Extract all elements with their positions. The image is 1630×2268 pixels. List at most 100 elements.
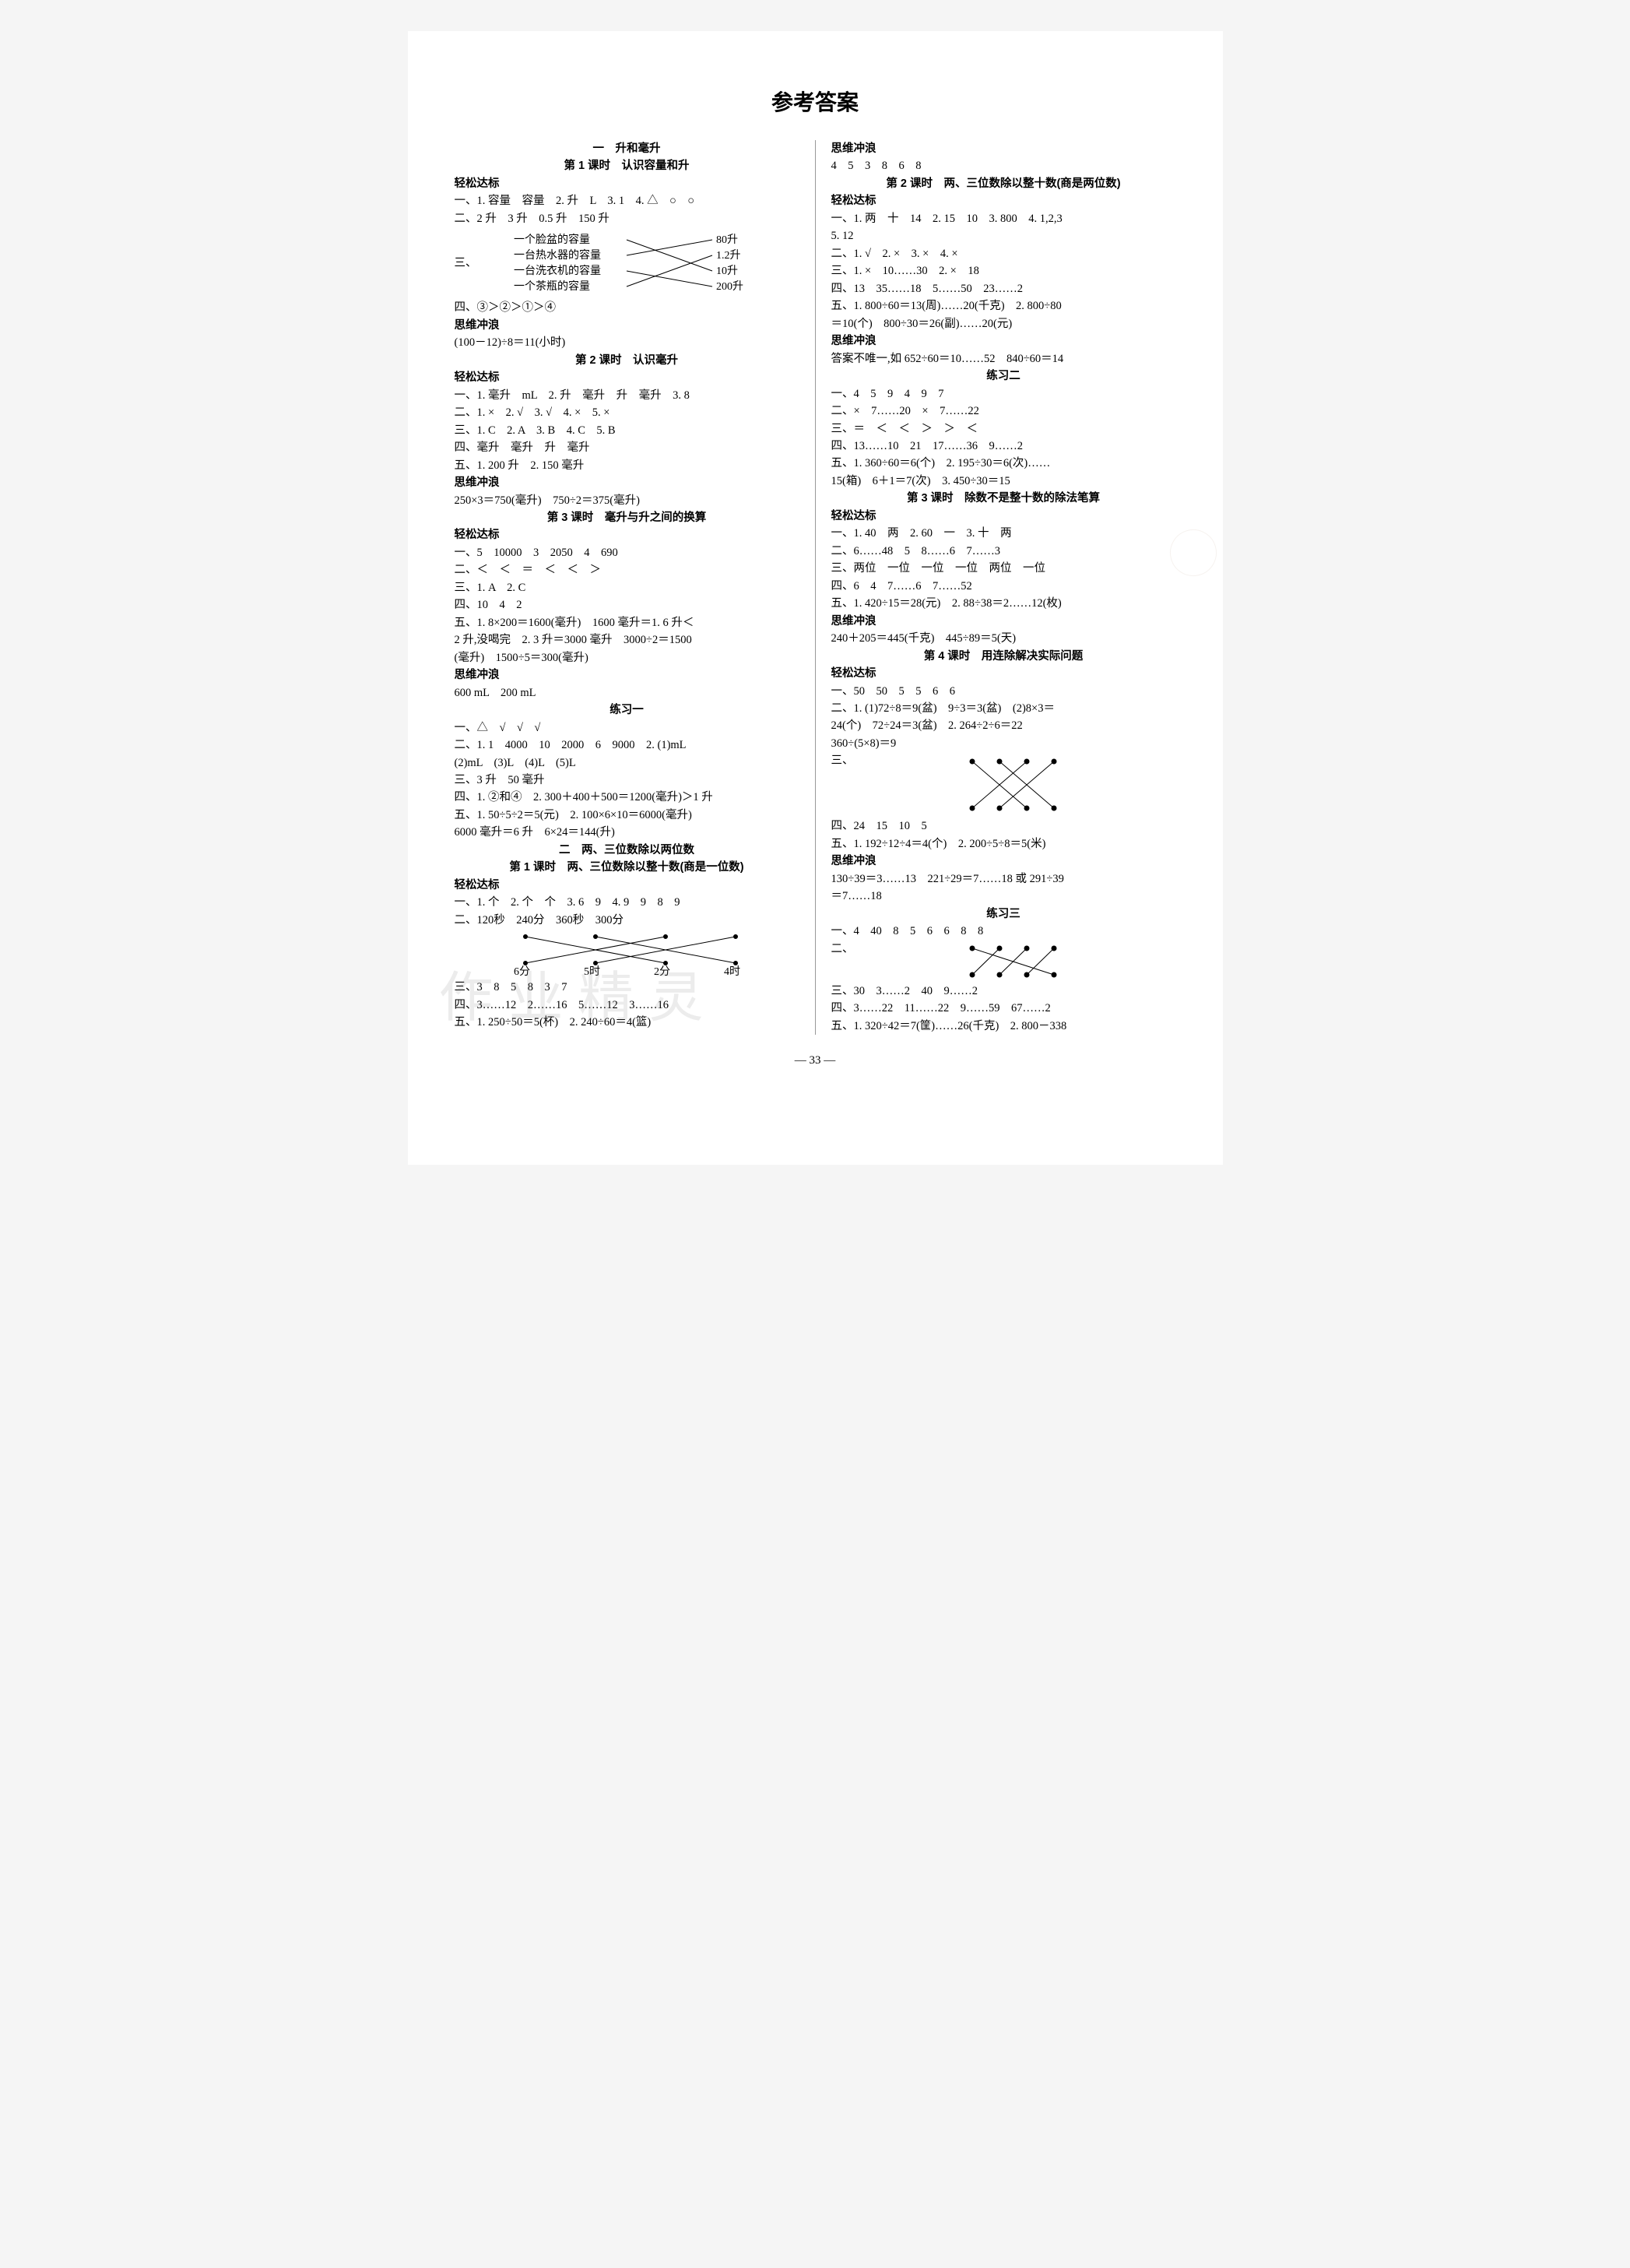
answer-line: ＝10(个) 800÷30＝26(副)……20(元) bbox=[831, 315, 1176, 332]
think-heading: 思维冲浪 bbox=[831, 613, 1176, 630]
answer-line: 三、1. C 2. A 3. B 4. C 5. B bbox=[455, 422, 799, 439]
match-bot-2: 2分 bbox=[654, 965, 670, 977]
exercise3-title: 练习三 bbox=[831, 905, 1176, 923]
answer-line: 五、1. 800÷60＝13(周)……20(千克) 2. 800÷80 bbox=[831, 297, 1176, 315]
answer-line: 四、13……10 21 17……36 9……2 bbox=[831, 438, 1176, 455]
answer-line: 三、 bbox=[831, 752, 854, 769]
answer-line: 一、1. 两 十 14 2. 15 10 3. 800 4. 1,2,3 bbox=[831, 210, 1176, 227]
answer-line: 三、1. × 10……30 2. × 18 bbox=[831, 262, 1176, 280]
match-right-3: 200升 bbox=[716, 280, 743, 293]
right-column: 思维冲浪 4 5 3 8 6 8 第 2 课时 两、三位数除以整十数(商是两位数… bbox=[831, 140, 1176, 1035]
answer-line: 二、6……48 5 8……6 7……3 bbox=[831, 543, 1176, 560]
answer-line: 130÷39＝3……13 221÷29＝7……18 或 291÷39 bbox=[831, 870, 1176, 888]
lesson2-title: 第 2 课时 认识毫升 bbox=[455, 352, 799, 369]
answer-line: 三、 bbox=[455, 255, 477, 272]
match-bot-0: 6分 bbox=[514, 965, 530, 977]
answer-line: 四、③＞②＞①＞④ bbox=[455, 299, 799, 316]
u2-lesson1-title: 第 1 课时 两、三位数除以整十数(商是一位数) bbox=[455, 859, 799, 876]
r-lesson2-title: 第 2 课时 两、三位数除以整十数(商是两位数) bbox=[831, 175, 1176, 192]
match-right-0: 80升 bbox=[716, 234, 738, 246]
answer-line: 5. 12 bbox=[831, 227, 1176, 244]
answer-line: 三、两位 一位 一位 一位 两位 一位 bbox=[831, 560, 1176, 577]
match-svg-3 bbox=[957, 754, 1073, 816]
answer-line: 四、毫升 毫升 升 毫升 bbox=[455, 439, 799, 456]
answer-line: 一、1. 毫升 mL 2. 升 毫升 升 毫升 3. 8 bbox=[455, 387, 799, 404]
answer-line: 二、2 升 3 升 0.5 升 150 升 bbox=[455, 210, 799, 227]
easy-heading: 轻松达标 bbox=[455, 877, 799, 894]
answer-line: 二、× 7……20 × 7……22 bbox=[831, 403, 1176, 420]
answer-line: 二、120秒 240分 360秒 300分 bbox=[455, 912, 799, 929]
content-columns: 一 升和毫升 第 1 课时 认识容量和升 轻松达标 一、1. 容量 容量 2. … bbox=[455, 140, 1176, 1035]
lesson3-title: 第 3 课时 毫升与升之间的换算 bbox=[455, 509, 799, 526]
matching-diagram-3: 三、 bbox=[831, 752, 1176, 818]
answer-line: 15(箱) 6＋1＝7(次) 3. 450÷30＝15 bbox=[831, 473, 1176, 490]
answer-line: 五、1. 8×200＝1600(毫升) 1600 毫升＝1. 6 升＜ bbox=[455, 614, 799, 631]
answer-line: (100－12)÷8＝11(小时) bbox=[455, 334, 799, 351]
r-lesson3-title: 第 3 课时 除数不是整十数的除法笔算 bbox=[831, 490, 1176, 507]
left-column: 一 升和毫升 第 1 课时 认识容量和升 轻松达标 一、1. 容量 容量 2. … bbox=[455, 140, 799, 1035]
answer-line: 五、1. 200 升 2. 150 毫升 bbox=[455, 457, 799, 474]
answer-line: ＝7……18 bbox=[831, 888, 1176, 905]
lesson1-title: 第 1 课时 认识容量和升 bbox=[455, 157, 799, 174]
answer-line: 二、 bbox=[831, 941, 854, 958]
easy-heading: 轻松达标 bbox=[455, 526, 799, 543]
think-heading: 思维冲浪 bbox=[831, 332, 1176, 350]
answer-line: 一、5 10000 3 2050 4 690 bbox=[455, 544, 799, 561]
match-bot-3: 4时 bbox=[724, 965, 740, 977]
exercise2-title: 练习二 bbox=[831, 367, 1176, 385]
match-svg: 一个脸盆的容量 一台热水器的容量 一台洗衣机的容量 一个茶瓶的容量 80升 1.… bbox=[514, 229, 763, 297]
answer-line: 四、6 4 7……6 7……52 bbox=[831, 578, 1176, 595]
answer-line: (毫升) 1500÷5＝300(毫升) bbox=[455, 649, 799, 666]
answer-line: 五、1. 320÷42＝7(筐)……26(千克) 2. 800－338 bbox=[831, 1018, 1176, 1035]
easy-heading: 轻松达标 bbox=[831, 665, 1176, 682]
answer-line: 三、＝ ＜ ＜ ＞ ＞ ＜ bbox=[831, 420, 1176, 438]
answer-line: 600 mL 200 mL bbox=[455, 684, 799, 701]
match-left-3: 一个茶瓶的容量 bbox=[514, 280, 590, 293]
answer-line: 一、1. 个 2. 个 个 3. 6 9 4. 9 9 8 9 bbox=[455, 894, 799, 911]
main-title: 参考答案 bbox=[455, 86, 1176, 117]
answer-line: 四、3……22 11……22 9……59 67……2 bbox=[831, 1000, 1176, 1017]
match-bot-1: 5时 bbox=[584, 965, 600, 977]
answer-line: 四、3……12 2……16 5……12 3……16 bbox=[455, 997, 799, 1014]
answer-line: 二、1. √ 2. × 3. × 4. × bbox=[831, 245, 1176, 262]
matching-diagram-4: 二、 bbox=[831, 941, 1176, 983]
answer-line: 四、24 15 10 5 bbox=[831, 818, 1176, 835]
answer-line: 二、1. × 2. √ 3. √ 4. × 5. × bbox=[455, 404, 799, 421]
match-left-2: 一台洗衣机的容量 bbox=[514, 264, 601, 277]
easy-heading: 轻松达标 bbox=[831, 192, 1176, 209]
answer-line: 一、△ √ √ √ bbox=[455, 719, 799, 737]
matching-diagram: 三、 一个脸盆的容量 一台热水器的容量 一台洗衣机的容量 一个茶瓶的容量 80升… bbox=[455, 227, 799, 299]
answer-line: 24(个) 72÷24＝3(盆) 2. 264÷2÷6＝22 bbox=[831, 717, 1176, 734]
think-heading: 思维冲浪 bbox=[455, 474, 799, 491]
answer-line: 2 升,没喝完 2. 3 升＝3000 毫升 3000÷2＝1500 bbox=[455, 631, 799, 649]
answer-line: 一、4 40 8 5 6 6 8 8 bbox=[831, 923, 1176, 940]
think-heading: 思维冲浪 bbox=[831, 140, 1176, 157]
answer-line: 一、1. 容量 容量 2. 升 L 3. 1 4. △ ○ ○ bbox=[455, 192, 799, 209]
answer-line: 一、4 5 9 4 9 7 bbox=[831, 385, 1176, 403]
easy-heading: 轻松达标 bbox=[455, 175, 799, 192]
answer-line: 三、1. A 2. C bbox=[455, 579, 799, 596]
answer-line: 五、1. 250÷50＝5(杯) 2. 240÷60＝4(篮) bbox=[455, 1014, 799, 1031]
column-divider bbox=[815, 140, 816, 1035]
match-left-1: 一台热水器的容量 bbox=[514, 248, 601, 262]
page-container: 作业精灵 参考答案 一 升和毫升 第 1 课时 认识容量和升 轻松达标 一、1.… bbox=[408, 31, 1223, 1165]
unit2-title: 二 两、三位数除以两位数 bbox=[455, 842, 799, 859]
match-right-2: 10升 bbox=[716, 265, 738, 277]
think-heading: 思维冲浪 bbox=[455, 317, 799, 334]
answer-line: 二、1. 1 4000 10 2000 6 9000 2. (1)mL bbox=[455, 737, 799, 754]
answer-line: 五、1. 420÷15＝28(元) 2. 88÷38＝2……12(枚) bbox=[831, 595, 1176, 612]
unit1-title: 一 升和毫升 bbox=[455, 140, 799, 157]
answer-line: 一、1. 40 两 2. 60 一 3. 十 两 bbox=[831, 525, 1176, 542]
answer-line: 五、1. 50÷5÷2＝5(元) 2. 100×6×10＝6000(毫升) bbox=[455, 807, 799, 824]
answer-line: 250×3＝750(毫升) 750÷2＝375(毫升) bbox=[455, 492, 799, 509]
exercise1-title: 练习一 bbox=[455, 701, 799, 719]
answer-line: 四、1. ②和④ 2. 300＋400＋500＝1200(毫升)＞1 升 bbox=[455, 789, 799, 806]
match-right-1: 1.2升 bbox=[716, 249, 741, 262]
answer-line: 6000 毫升＝6 升 6×24＝144(升) bbox=[455, 824, 799, 841]
answer-line: 四、10 4 2 bbox=[455, 596, 799, 614]
answer-line: 四、13 35……18 5……50 23……2 bbox=[831, 280, 1176, 297]
easy-heading: 轻松达标 bbox=[831, 508, 1176, 525]
answer-line: 二、1. (1)72÷8＝9(盆) 9÷3＝3(盆) (2)8×3＝ bbox=[831, 700, 1176, 717]
r-lesson4-title: 第 4 课时 用连除解决实际问题 bbox=[831, 648, 1176, 665]
answer-line: 五、1. 360÷60＝6(个) 2. 195÷30＝6(次)…… bbox=[831, 455, 1176, 472]
